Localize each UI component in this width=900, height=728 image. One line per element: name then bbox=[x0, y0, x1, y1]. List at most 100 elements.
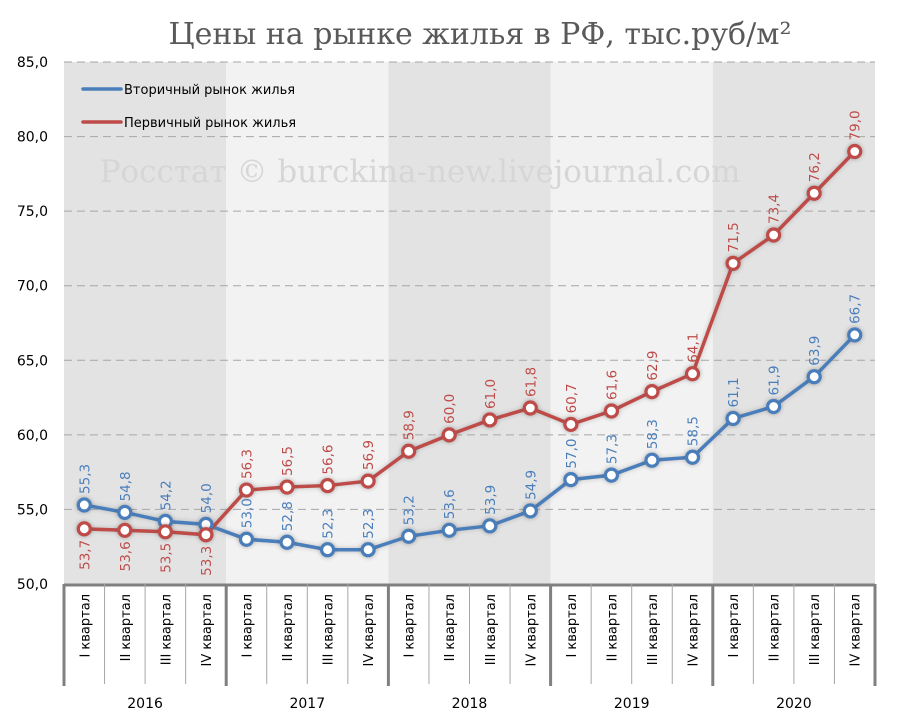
data-label: 53,6 bbox=[442, 489, 458, 519]
quarter-label: III квартал bbox=[484, 594, 499, 665]
data-label: 53,7 bbox=[77, 540, 93, 570]
data-label: 56,6 bbox=[321, 445, 337, 475]
data-point bbox=[603, 403, 620, 419]
data-point bbox=[847, 143, 863, 160]
data-label: 53,3 bbox=[199, 546, 215, 576]
data-point bbox=[563, 416, 579, 433]
data-label: 79,0 bbox=[848, 110, 864, 140]
y-tick-label: 70,0 bbox=[17, 279, 48, 295]
data-point bbox=[441, 522, 457, 538]
data-label: 56,5 bbox=[280, 446, 296, 476]
data-point bbox=[238, 531, 255, 547]
data-point bbox=[725, 410, 741, 427]
quarter-label: II квартал bbox=[605, 594, 620, 661]
data-point bbox=[360, 542, 376, 558]
quarter-label: IV квартал bbox=[362, 594, 377, 666]
quarter-label: III квартал bbox=[322, 594, 337, 665]
data-label: 53,6 bbox=[118, 541, 134, 571]
quarter-label: I квартал bbox=[403, 594, 418, 658]
watermark: Росстат © burckina-new.livejournal.com bbox=[100, 154, 741, 190]
quarter-label: II квартал bbox=[119, 594, 134, 661]
year-label: 2016 bbox=[127, 696, 163, 712]
data-point bbox=[806, 185, 822, 201]
legend-label: Вторичный рынок жилья bbox=[124, 83, 295, 98]
data-label: 56,3 bbox=[239, 449, 255, 479]
data-label: 52,8 bbox=[280, 501, 296, 531]
data-label: 64,1 bbox=[686, 333, 702, 363]
y-tick-label: 65,0 bbox=[17, 353, 48, 369]
data-point bbox=[806, 369, 822, 385]
data-point bbox=[847, 327, 863, 343]
quarter-label: IV квартал bbox=[524, 594, 539, 666]
data-label: 53,9 bbox=[483, 485, 499, 515]
y-tick-label: 75,0 bbox=[17, 204, 48, 220]
data-label: 71,5 bbox=[726, 222, 742, 252]
quarter-label: II квартал bbox=[768, 594, 783, 661]
data-label: 57,0 bbox=[564, 439, 580, 469]
data-label: 57,3 bbox=[604, 434, 620, 464]
data-point bbox=[644, 384, 660, 400]
data-label: 60,7 bbox=[564, 383, 580, 413]
quarter-label: I квартал bbox=[240, 594, 255, 658]
data-point bbox=[563, 472, 579, 488]
data-label: 58,5 bbox=[686, 416, 702, 446]
data-point bbox=[319, 477, 336, 494]
data-label: 61,1 bbox=[726, 377, 742, 407]
quarter-label: III квартал bbox=[646, 594, 661, 665]
data-label: 52,3 bbox=[361, 509, 377, 539]
data-label: 60,0 bbox=[442, 394, 458, 424]
y-tick-label: 85,0 bbox=[17, 55, 48, 71]
quarter-label: II квартал bbox=[443, 594, 458, 661]
data-label: 53,5 bbox=[158, 543, 174, 573]
data-label: 54,8 bbox=[118, 471, 134, 501]
data-point bbox=[684, 449, 701, 465]
data-label: 58,9 bbox=[402, 410, 418, 440]
quarter-label: I квартал bbox=[78, 594, 93, 658]
data-point bbox=[117, 504, 133, 521]
year-label: 2019 bbox=[614, 696, 650, 712]
quarter-label: IV квартал bbox=[687, 594, 702, 666]
year-band bbox=[388, 62, 551, 584]
y-tick-label: 50,0 bbox=[17, 577, 48, 593]
data-point bbox=[522, 503, 538, 519]
y-tick-label: 60,0 bbox=[17, 428, 48, 444]
year-band bbox=[550, 62, 713, 584]
data-label: 54,2 bbox=[158, 480, 174, 510]
data-point bbox=[441, 427, 457, 443]
data-label: 53,0 bbox=[239, 498, 255, 528]
quarter-label: I квартал bbox=[565, 594, 580, 658]
year-band bbox=[226, 62, 389, 584]
data-point bbox=[482, 518, 498, 534]
data-label: 62,9 bbox=[645, 351, 661, 381]
y-tick-label: 55,0 bbox=[17, 502, 48, 518]
data-label: 56,9 bbox=[361, 440, 377, 470]
data-point bbox=[766, 227, 782, 243]
quarter-label: II квартал bbox=[281, 594, 296, 661]
data-label: 53,2 bbox=[402, 495, 418, 525]
chart-title: Цены на рынке жилья в РФ, тыс.руб/м² bbox=[168, 17, 791, 52]
quarter-label: III квартал bbox=[159, 594, 174, 665]
data-label: 63,9 bbox=[807, 336, 823, 366]
year-label: 2020 bbox=[776, 696, 812, 712]
data-point bbox=[522, 400, 538, 416]
data-point bbox=[725, 255, 741, 271]
data-label: 55,3 bbox=[77, 464, 93, 494]
data-point bbox=[684, 366, 701, 382]
data-label: 52,3 bbox=[321, 509, 337, 539]
data-point bbox=[482, 412, 498, 428]
quarter-label: IV квартал bbox=[200, 594, 215, 666]
data-point bbox=[76, 497, 92, 513]
data-point bbox=[766, 398, 782, 415]
data-point bbox=[117, 522, 133, 538]
year-label: 2017 bbox=[289, 696, 325, 712]
quarter-label: I квартал bbox=[727, 594, 742, 658]
data-label: 54,0 bbox=[199, 483, 215, 513]
legend-label: Первичный рынок жилья bbox=[124, 116, 296, 131]
data-point bbox=[157, 524, 173, 540]
data-point bbox=[279, 534, 295, 550]
year-label: 2018 bbox=[452, 696, 488, 712]
data-point bbox=[401, 528, 417, 544]
data-point bbox=[198, 527, 214, 543]
data-point bbox=[238, 482, 255, 498]
data-label: 61,0 bbox=[483, 379, 499, 409]
